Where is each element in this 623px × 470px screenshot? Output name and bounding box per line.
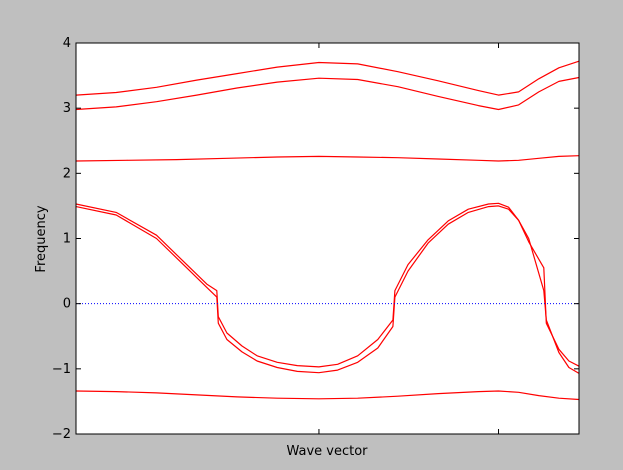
band-line-6: [75, 390, 580, 401]
y-tick-label: 3: [63, 101, 71, 116]
band-line-4: [75, 202, 580, 368]
y-tick-label: 2: [63, 166, 71, 181]
y-tick-label: −1: [52, 362, 71, 377]
band-line-2: [75, 76, 580, 111]
plot-area: [76, 43, 579, 434]
band-line-1: [75, 60, 580, 96]
y-tick-label: 0: [63, 297, 71, 312]
curves-group: [75, 60, 580, 401]
band-line-3: [75, 155, 580, 162]
band-line-5: [75, 205, 580, 374]
y-tick-label: 1: [63, 232, 71, 247]
y-tick-label: −2: [52, 427, 71, 442]
y-tick-label: 4: [63, 36, 71, 51]
x-axis-label: Wave vector: [286, 444, 368, 459]
y-axis-label: Frequency: [34, 205, 49, 272]
ticks-group: −2 −1 0 1 2 3 4: [52, 36, 579, 442]
